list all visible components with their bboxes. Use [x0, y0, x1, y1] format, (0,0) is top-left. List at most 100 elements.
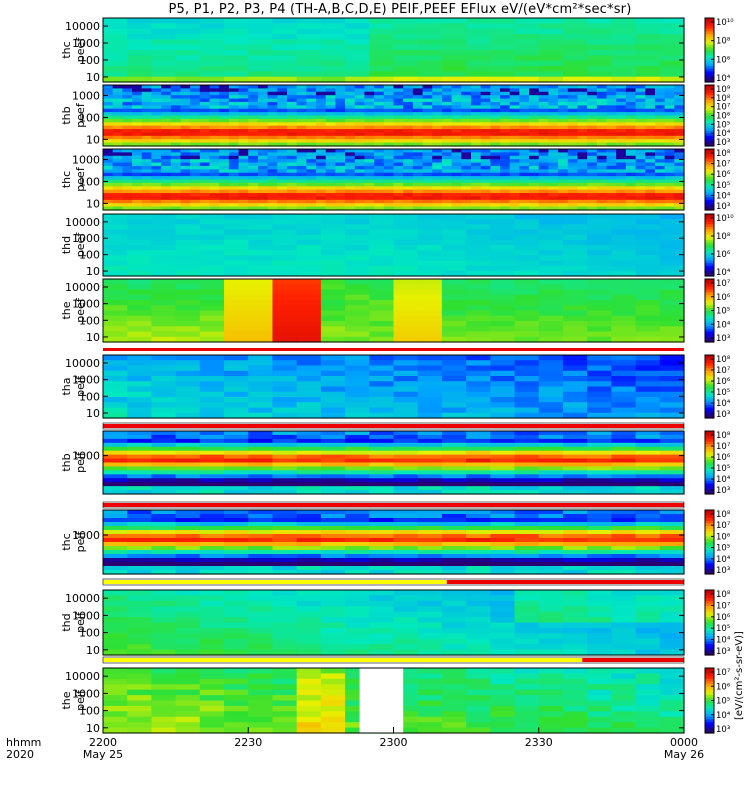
heatmap-cell	[393, 412, 419, 419]
heatmap-cell	[345, 590, 370, 597]
heatmap-cell	[199, 182, 211, 187]
heatmap-cell	[175, 44, 201, 51]
heatmap-cell	[432, 155, 443, 160]
heatmap-cell	[514, 239, 540, 246]
heatmap-cell	[127, 606, 153, 613]
heatmap-cell	[577, 149, 588, 153]
heatmap-cell	[219, 155, 230, 160]
heatmap-cell	[403, 101, 414, 106]
heatmap-cell	[393, 294, 419, 301]
y-tick-label: 10000	[65, 357, 100, 370]
heatmap-cell	[417, 250, 443, 256]
heatmap-cell	[596, 172, 608, 177]
heatmap-cell	[345, 189, 356, 194]
heatmap-cell	[422, 108, 433, 113]
heatmap-cell	[306, 142, 317, 147]
heatmap-cell	[393, 684, 419, 691]
heatmap-cell	[659, 627, 685, 634]
heatmap-cell	[272, 365, 298, 372]
heatmap-cell	[219, 101, 230, 106]
heatmap-cell	[422, 101, 433, 106]
heatmap-cell	[277, 179, 288, 184]
heatmap-cell	[558, 129, 569, 134]
heatmap-cell	[103, 196, 114, 201]
heatmap-cell	[296, 678, 322, 685]
heatmap-cell	[577, 172, 588, 177]
colorbar-step	[705, 247, 714, 251]
heatmap-cell	[364, 135, 375, 140]
heatmap-cell	[272, 402, 298, 409]
heatmap-cell	[141, 152, 153, 157]
heatmap-cell	[199, 727, 225, 734]
heatmap-cell	[320, 407, 346, 414]
heatmap-cell	[272, 265, 298, 272]
heatmap-cell	[151, 326, 177, 333]
heatmap-cell	[209, 101, 220, 106]
heatmap-cell	[127, 376, 153, 382]
heatmap-cell	[514, 649, 540, 656]
heatmap-cell	[175, 279, 201, 285]
heatmap-cell	[238, 108, 249, 113]
heatmap-cell	[224, 255, 249, 262]
heatmap-cell	[441, 554, 467, 559]
heatmap-cell	[286, 95, 298, 100]
heatmap-cell	[441, 689, 467, 696]
heatmap-cell	[490, 71, 516, 78]
heatmap-cell	[248, 39, 274, 46]
heatmap-cell	[562, 224, 588, 231]
heatmap-cell	[538, 182, 550, 187]
heatmap-cell	[320, 617, 346, 624]
heatmap-cell	[199, 71, 225, 78]
heatmap-cell	[611, 526, 637, 531]
heatmap-cell	[606, 162, 617, 167]
heatmap-cell	[635, 118, 646, 123]
heatmap-cell	[562, 570, 588, 575]
heatmap-cell	[170, 155, 182, 160]
heatmap-cell	[374, 98, 385, 103]
heatmap-cell	[248, 101, 259, 106]
heatmap-cell	[514, 627, 540, 634]
heatmap-cell	[320, 673, 346, 680]
heatmap-cell	[393, 474, 419, 479]
heatmap-cell	[296, 611, 322, 618]
heatmap-cell	[248, 510, 274, 515]
heatmap-cell	[393, 649, 419, 656]
heatmap-cell	[664, 122, 675, 127]
heatmap-cell	[635, 300, 661, 306]
heatmap-cell	[248, 115, 259, 120]
heatmap-cell	[345, 600, 370, 607]
heatmap-cell	[538, 245, 564, 251]
heatmap-cell	[277, 85, 288, 89]
colorbar-step	[705, 105, 714, 109]
heatmap-cell	[112, 95, 123, 100]
heatmap-cell	[393, 458, 419, 464]
heatmap-cell	[364, 159, 375, 164]
heatmap-cell	[354, 169, 366, 174]
heatmap-cell	[441, 71, 467, 78]
heatmap-cell	[432, 101, 443, 106]
heatmap-cell	[161, 199, 172, 204]
heatmap-cell	[103, 88, 114, 93]
heatmap-cell	[417, 700, 443, 707]
heatmap-cell	[132, 108, 143, 113]
heatmap-cell	[567, 169, 579, 174]
heatmap-cell	[238, 165, 249, 170]
heatmap-cell	[490, 289, 516, 296]
heatmap-cell	[490, 321, 516, 327]
heatmap-cell	[383, 98, 395, 103]
heatmap-cell	[175, 486, 201, 491]
colorbar-step	[705, 528, 714, 532]
heatmap-cell	[180, 122, 191, 127]
heatmap-cell	[480, 203, 491, 208]
heatmap-cell	[199, 570, 225, 575]
heatmap-cell	[161, 193, 172, 198]
heatmap-cell	[412, 105, 424, 110]
heatmap-cell	[296, 526, 322, 531]
heatmap-cell	[199, 722, 225, 729]
heatmap-cell	[175, 644, 201, 651]
heatmap-cell	[190, 98, 201, 103]
heatmap-cell	[277, 152, 288, 157]
heatmap-cell	[393, 28, 419, 35]
heatmap-cell	[529, 162, 540, 167]
heatmap-cell	[451, 122, 462, 127]
